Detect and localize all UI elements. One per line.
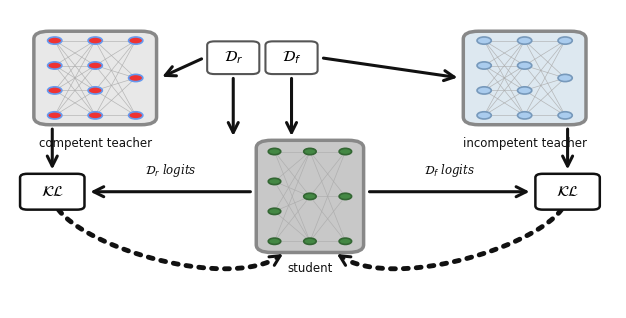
Circle shape: [558, 112, 572, 119]
FancyBboxPatch shape: [535, 174, 600, 210]
Circle shape: [88, 62, 102, 69]
Text: $\mathcal{KL}$: $\mathcal{KL}$: [41, 185, 64, 199]
Circle shape: [518, 62, 531, 69]
Circle shape: [88, 112, 102, 119]
Circle shape: [269, 149, 280, 155]
Text: $\mathcal{D}_f$: $\mathcal{D}_f$: [282, 49, 301, 66]
Circle shape: [477, 87, 491, 94]
Circle shape: [88, 37, 102, 44]
Circle shape: [477, 62, 491, 69]
Circle shape: [128, 112, 143, 119]
FancyBboxPatch shape: [20, 174, 85, 210]
Circle shape: [128, 74, 143, 82]
Text: $\mathcal{D}_f$ logits: $\mathcal{D}_f$ logits: [424, 162, 475, 179]
Circle shape: [477, 37, 491, 44]
Circle shape: [558, 37, 572, 44]
Circle shape: [518, 37, 531, 44]
Circle shape: [269, 178, 280, 185]
Circle shape: [48, 37, 62, 44]
Circle shape: [518, 112, 531, 119]
Circle shape: [269, 208, 280, 215]
FancyBboxPatch shape: [463, 31, 586, 125]
Text: $\mathcal{D}_r$ logits: $\mathcal{D}_r$ logits: [145, 162, 196, 179]
Text: student: student: [287, 262, 332, 275]
Circle shape: [477, 112, 491, 119]
FancyBboxPatch shape: [34, 31, 156, 125]
FancyBboxPatch shape: [207, 41, 259, 74]
Circle shape: [269, 238, 280, 245]
Circle shape: [558, 74, 572, 82]
Text: incompetent teacher: incompetent teacher: [463, 137, 587, 150]
Text: $\mathcal{D}_r$: $\mathcal{D}_r$: [223, 49, 243, 66]
Circle shape: [339, 149, 352, 155]
Circle shape: [304, 149, 316, 155]
Circle shape: [304, 193, 316, 200]
Circle shape: [48, 62, 62, 69]
FancyBboxPatch shape: [265, 41, 317, 74]
Text: $\mathcal{KL}$: $\mathcal{KL}$: [556, 185, 579, 199]
Circle shape: [304, 238, 316, 245]
Circle shape: [48, 112, 62, 119]
FancyBboxPatch shape: [256, 140, 364, 252]
Text: competent teacher: competent teacher: [39, 137, 151, 150]
Circle shape: [339, 238, 352, 245]
Circle shape: [339, 193, 352, 200]
Circle shape: [88, 87, 102, 94]
Circle shape: [48, 87, 62, 94]
Circle shape: [128, 37, 143, 44]
Circle shape: [518, 87, 531, 94]
